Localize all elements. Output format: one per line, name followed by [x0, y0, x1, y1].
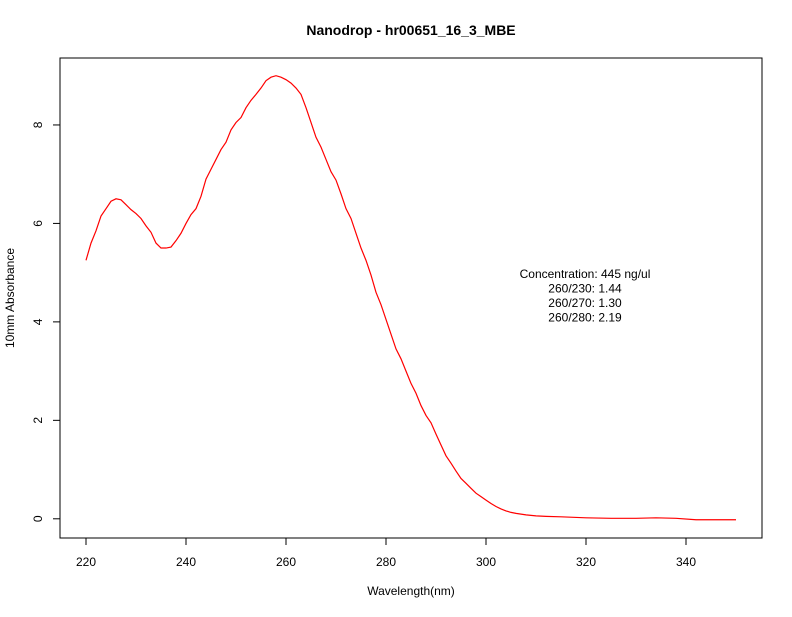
x-tick-label: 240 — [176, 555, 196, 569]
x-tick-label: 260 — [276, 555, 296, 569]
x-tick-label: 280 — [376, 555, 396, 569]
x-tick-label: 220 — [76, 555, 96, 569]
annotation: Concentration: 445 ng/ul — [520, 267, 651, 281]
x-tick-label: 320 — [576, 555, 596, 569]
y-tick-label: 2 — [31, 417, 45, 424]
y-tick-label: 4 — [31, 318, 45, 325]
y-tick-label: 6 — [31, 220, 45, 227]
y-tick-label: 0 — [31, 515, 45, 522]
x-tick-label: 340 — [676, 555, 696, 569]
chart-title: Nanodrop - hr00651_16_3_MBE — [306, 22, 515, 38]
y-axis-label: 10mm Absorbance — [3, 248, 17, 348]
annotation: 260/230: 1.44 — [548, 282, 622, 296]
y-tick-label: 8 — [31, 121, 45, 128]
annotation: 260/270: 1.30 — [548, 296, 622, 310]
x-axis-label: Wavelength(nm) — [367, 584, 455, 598]
annotation: 260/280: 2.19 — [548, 311, 622, 325]
plot-box — [59, 57, 763, 539]
x-tick-label: 300 — [476, 555, 496, 569]
data-line — [85, 75, 736, 521]
